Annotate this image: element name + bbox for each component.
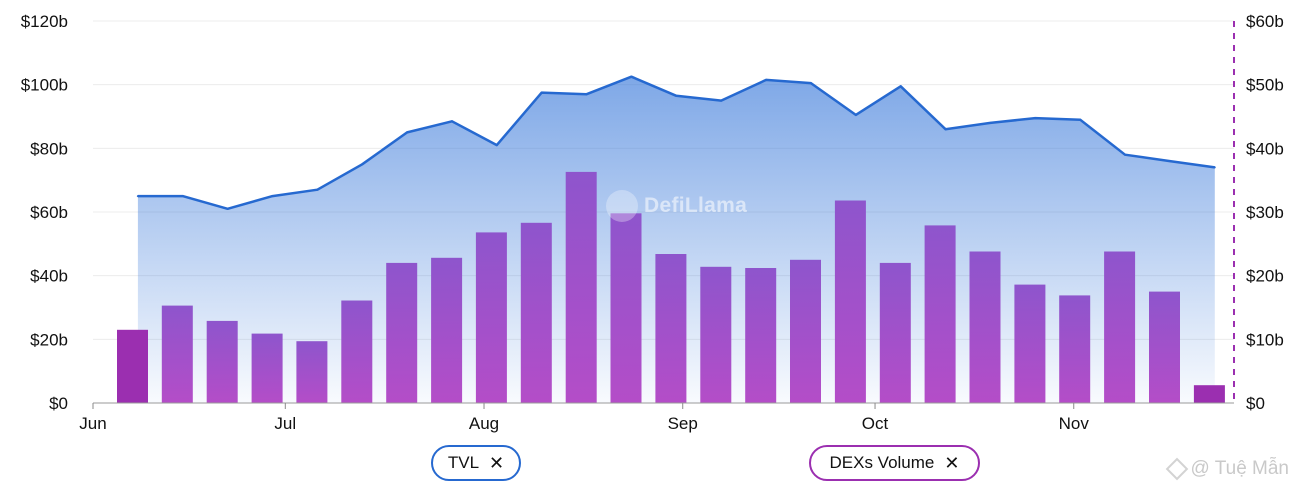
y-right-tick-label: $10b [1246, 330, 1284, 349]
x-tick-label: Oct [862, 414, 889, 433]
dex-volume-bar [1104, 251, 1136, 403]
watermark-text: DefiLlama [644, 194, 748, 217]
x-tick-label: Nov [1059, 414, 1090, 433]
defillama-logo-icon [606, 190, 638, 222]
dex-volume-bar [206, 320, 238, 403]
credit-watermark: @ Tuệ Mẫn [1165, 457, 1290, 481]
dex-volume-bar [655, 254, 687, 403]
dex-volume-bar [251, 333, 283, 403]
dex-volume-bar [700, 266, 732, 403]
dex-volume-bar [520, 222, 552, 403]
tvl-point [181, 195, 184, 198]
dex-volume-bar [117, 329, 148, 403]
dex-volume-bar [565, 171, 597, 403]
tvl-line-layer [136, 75, 1216, 211]
dex-volume-bar [296, 341, 328, 403]
legend-tvl-label: TVL [447, 453, 480, 472]
tvl-point [136, 195, 139, 198]
y-left-tick-label: $60b [30, 203, 68, 222]
y-right-tick-label: $20b [1246, 267, 1284, 286]
legend-dex-label: DEXs Volume [829, 453, 935, 472]
y-left-tick-label: $0 [49, 394, 68, 413]
y-right-tick-label: $0 [1246, 394, 1265, 413]
legend-tvl-toggle[interactable]: TVL ✕ [431, 445, 521, 481]
tvl-point [585, 93, 588, 96]
tvl-point [944, 128, 947, 131]
tvl-point [675, 94, 678, 97]
tvl-point [316, 188, 319, 191]
tvl-point [1213, 166, 1216, 169]
dex-volume-bar [879, 262, 911, 403]
dex-volume-series [117, 171, 1225, 404]
legend-dex-volume-toggle[interactable]: DEXs Volume ✕ [809, 445, 980, 481]
dex-volume-bar [475, 232, 507, 403]
y-left-tick-label: $100b [21, 76, 68, 95]
dex-volume-bar [431, 257, 463, 403]
axes: $0 $20b $40b $60b $80b $100b $120b $0 $10b $20b $3… [21, 12, 1284, 433]
dex-volume-bar [1014, 284, 1046, 403]
x-tick-label: Sep [668, 414, 698, 433]
x-tick-label: Jul [274, 414, 296, 433]
x-tick-label: Jun [79, 414, 106, 433]
dex-volume-bar [341, 300, 373, 403]
y-right-tick-label: $30b [1246, 203, 1284, 222]
dex-volume-bar [386, 262, 418, 403]
y-left-tick-label: $40b [30, 267, 68, 286]
watermark: DefiLlama [606, 190, 747, 222]
diamond-icon [1165, 457, 1188, 481]
y-right-tick-label: $50b [1246, 76, 1284, 95]
tvl-point [540, 91, 543, 94]
tvl-point [989, 121, 992, 124]
close-icon[interactable]: ✕ [489, 453, 505, 473]
dex-volume-bar [610, 213, 642, 403]
chart: $0 $20b $40b $60b $80b $100b $120b $0 $10b $20b $3… [21, 12, 1284, 433]
tvl-point [406, 131, 409, 134]
dex-volume-bar [834, 200, 866, 403]
credit-text: @ Tuệ Mẫn [1190, 458, 1290, 479]
tvl-point [854, 113, 857, 116]
dex-volume-bar [790, 259, 821, 404]
tvl-point [1034, 117, 1037, 120]
dex-volume-bar [1059, 295, 1091, 403]
tvl-point [899, 85, 902, 88]
tvl-point [720, 99, 723, 102]
tvl-point [765, 78, 768, 81]
dex-volume-bar [924, 225, 956, 403]
close-icon[interactable]: ✕ [944, 453, 960, 473]
tvl-point [361, 163, 364, 166]
tvl-point [450, 120, 453, 123]
tvl-point [630, 75, 633, 78]
dex-volume-bar [1149, 291, 1180, 403]
tvl-point [809, 82, 812, 85]
dex-volume-bar [1193, 385, 1225, 403]
tvl-point [1124, 153, 1127, 156]
dex-volume-bar [969, 251, 1001, 403]
y-left-tick-label: $20b [30, 330, 68, 349]
tvl-point [1079, 118, 1082, 121]
tvl-point [495, 144, 498, 147]
x-tick-label: Aug [469, 414, 499, 433]
tvl-point [1168, 160, 1171, 163]
tvl-point [271, 195, 274, 198]
y-right-tick-label: $60b [1246, 12, 1284, 31]
y-left-tick-label: $120b [21, 12, 68, 31]
dex-volume-bar [161, 305, 193, 403]
tvl-point [226, 207, 229, 210]
dex-volume-bar [745, 268, 777, 403]
y-right-tick-label: $40b [1246, 139, 1284, 158]
y-left-tick-label: $80b [30, 139, 68, 158]
